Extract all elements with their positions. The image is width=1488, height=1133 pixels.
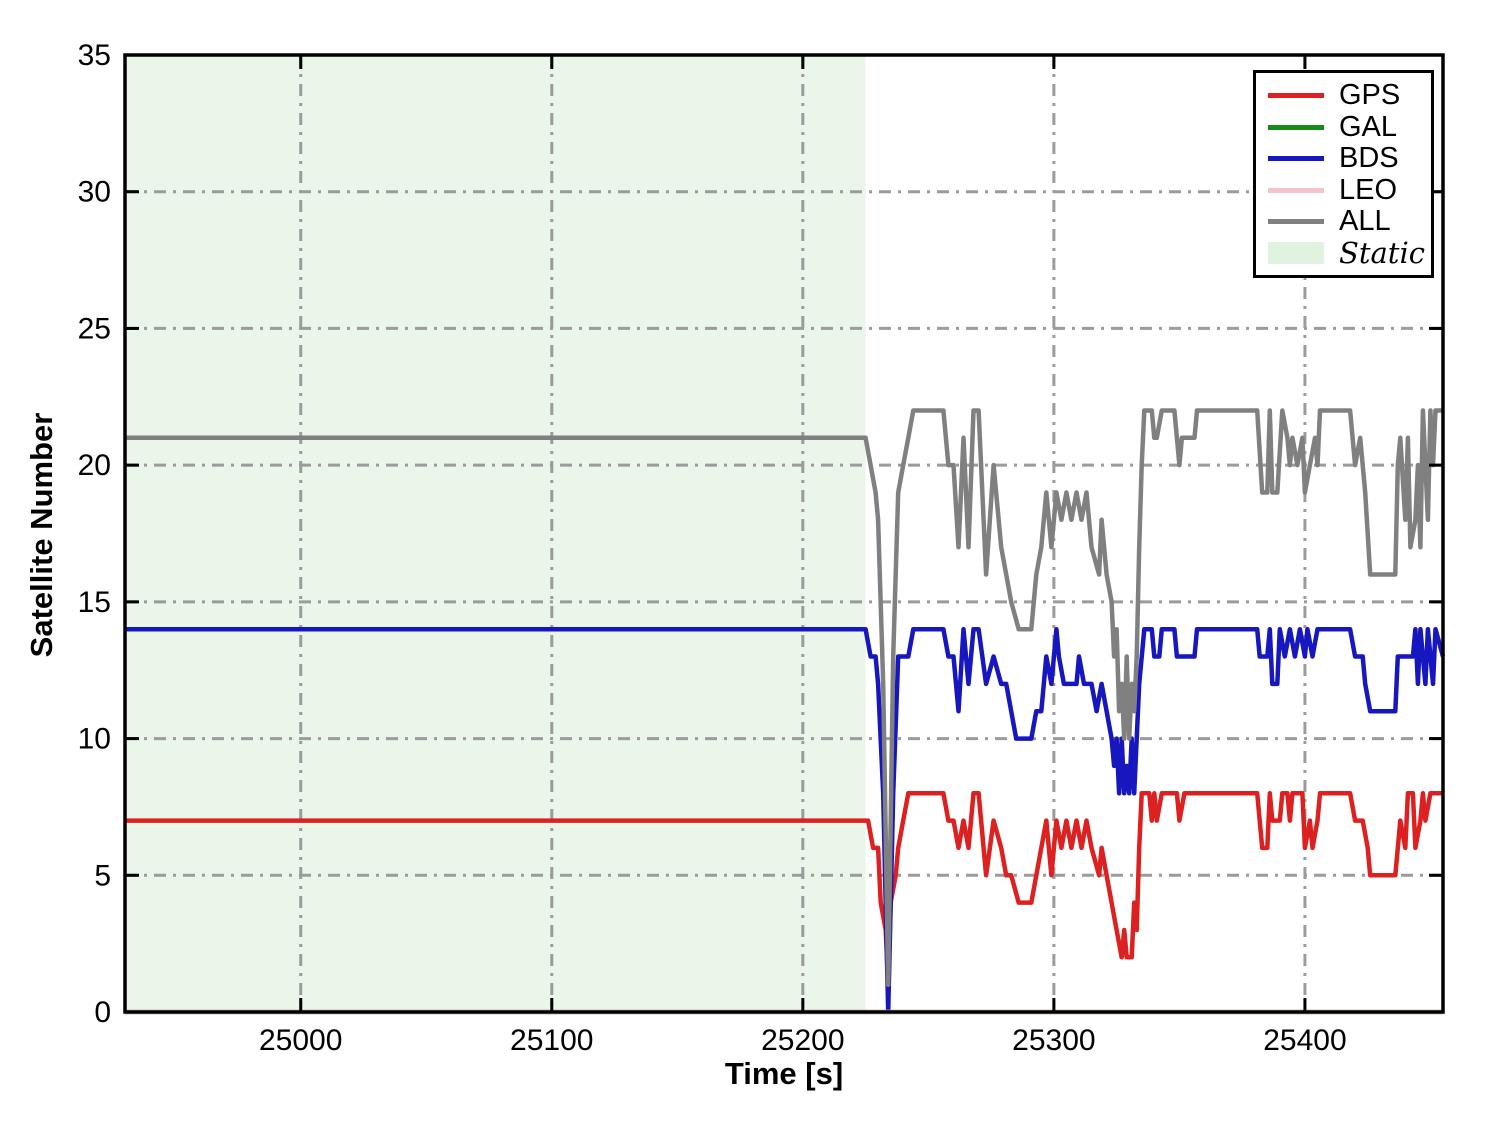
y-tick-label: 30 bbox=[78, 176, 111, 209]
legend-label-gal: GAL bbox=[1339, 110, 1398, 143]
x-axis-title: Time [s] bbox=[724, 1056, 844, 1091]
legend-line-bds-icon bbox=[1268, 156, 1324, 162]
x-tick-label: 25300 bbox=[1012, 1024, 1095, 1057]
y-tick-label: 20 bbox=[78, 449, 111, 482]
y-tick-label: 10 bbox=[78, 723, 111, 756]
legend-item-gps: GPS bbox=[1256, 80, 1431, 112]
legend-label-leo: LEO bbox=[1339, 173, 1398, 206]
series-line-bds bbox=[125, 626, 1446, 1015]
x-tick-label: 25400 bbox=[1263, 1024, 1346, 1057]
legend-item-leo: LEO bbox=[1256, 175, 1431, 207]
x-tick-label: 25000 bbox=[259, 1024, 342, 1057]
x-tick-label: 25200 bbox=[761, 1024, 844, 1057]
y-tick-label: 35 bbox=[78, 39, 111, 72]
legend-line-gps-icon bbox=[1268, 93, 1324, 99]
legend-label-static: Static bbox=[1339, 235, 1425, 270]
y-axis-title: Satellite Number bbox=[24, 412, 59, 658]
y-tick-label: 0 bbox=[94, 996, 111, 1029]
series-line-gps bbox=[125, 791, 1443, 987]
x-tick-label: 25100 bbox=[510, 1024, 593, 1057]
legend-patch-static-icon bbox=[1268, 242, 1324, 265]
legend-label-gps: GPS bbox=[1339, 79, 1401, 112]
y-tick-label: 25 bbox=[78, 312, 111, 345]
legend-line-leo-icon bbox=[1268, 187, 1324, 193]
legend-item-gal: GAL bbox=[1256, 112, 1431, 144]
legend-line-gal-icon bbox=[1268, 124, 1324, 130]
legend-item-bds: BDS bbox=[1256, 143, 1431, 175]
legend-label-all: ALL bbox=[1339, 205, 1391, 238]
legend-item-static: Static bbox=[1256, 238, 1431, 270]
legend-item-all: ALL bbox=[1256, 206, 1431, 238]
legend-label-bds: BDS bbox=[1339, 142, 1399, 175]
static-region-band bbox=[125, 55, 866, 1012]
series-line-all bbox=[125, 408, 1443, 987]
y-tick-label: 15 bbox=[78, 586, 111, 619]
y-tick-label: 5 bbox=[94, 859, 111, 892]
plot-frame bbox=[123, 53, 1445, 1014]
legend-line-all-icon bbox=[1268, 219, 1324, 225]
legend: GPS GAL BDS LEO ALL Static bbox=[1253, 70, 1434, 278]
